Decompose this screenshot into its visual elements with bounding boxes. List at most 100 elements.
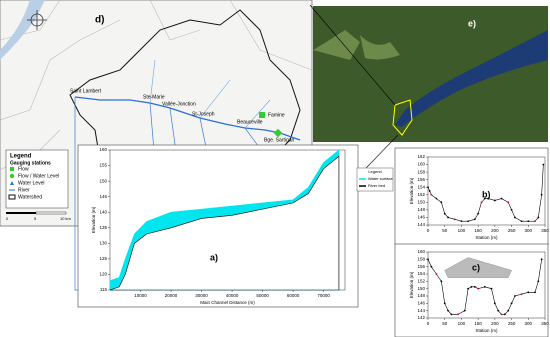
legend-item: Watershed: [18, 194, 42, 200]
plot-area: [427, 251, 546, 319]
survey-point: [477, 287, 480, 290]
y-tick-label: 145: [99, 194, 107, 199]
x-tick-label: 60000: [287, 293, 300, 298]
tributaries: [149, 59, 271, 129]
survey-point: [443, 302, 446, 305]
legend-subtitle: Gauging stations: [10, 160, 51, 166]
survey-point: [493, 302, 496, 305]
watershed-outline: [392, 99, 413, 136]
scale-label: 5: [34, 216, 37, 221]
place: Ste-Marie: [143, 94, 165, 100]
legend-item: River: [18, 187, 30, 193]
survey-point: [537, 280, 540, 283]
survey-point: [497, 309, 500, 312]
survey-point: [493, 199, 496, 202]
survey-point: [443, 212, 446, 215]
survey-point: [460, 220, 463, 223]
survey-point: [527, 220, 530, 223]
plot-area: [427, 156, 546, 226]
y-tick-label: 156: [417, 264, 425, 269]
satellite-image: [313, 6, 548, 142]
x-tick-label: 250: [508, 228, 516, 233]
survey-point: [534, 291, 536, 294]
survey-point: [477, 212, 480, 215]
legend-item: Flow / Water Level: [18, 173, 59, 179]
compass: [27, 10, 47, 30]
y-tick-label: 115: [100, 287, 108, 292]
survey-point: [467, 287, 470, 290]
survey-point: [527, 291, 530, 294]
survey-point: [540, 258, 543, 261]
x-tick-label: 150: [474, 321, 482, 326]
x-tick-label: 300: [525, 321, 533, 326]
x-tick-label: 20000: [165, 293, 178, 298]
map-legend: Legend Gauging stations Flow Flow / Wate…: [5, 149, 69, 209]
survey-point: [430, 265, 433, 268]
x-tick-label: 350: [541, 321, 549, 326]
survey-point: [427, 258, 429, 261]
x-tick-label: 250: [508, 321, 516, 326]
survey-point: [540, 193, 543, 196]
x-tick-label: 10000: [134, 293, 147, 298]
y-tick-label: 156: [417, 177, 425, 182]
bridge-deck: [444, 257, 512, 278]
famine-station: [259, 112, 265, 118]
y-tick-label: 158: [417, 257, 425, 262]
x-tick-label: 30000: [195, 293, 208, 298]
survey-point: [430, 193, 433, 196]
legend-label: River bed: [368, 183, 385, 188]
survey-point: [520, 293, 523, 296]
survey-point: [487, 197, 490, 200]
scale-label: 0: [6, 216, 9, 221]
place: Famine: [268, 112, 285, 118]
y-tick-label: 146: [417, 301, 425, 306]
x-tick-label: 200: [491, 321, 499, 326]
cross-section: [427, 164, 544, 222]
y-tick-label: 130: [99, 241, 107, 246]
survey-point: [435, 197, 438, 200]
panel-label: a): [210, 252, 218, 262]
panel-label: c): [472, 262, 480, 272]
place: Saint Lambert: [70, 88, 102, 94]
survey-point: [500, 313, 503, 316]
survey-point: [514, 295, 516, 297]
panel-label: b): [482, 189, 491, 199]
x-axis-title: Station (m): [475, 328, 498, 333]
survey-point: [463, 309, 466, 312]
y-tick-label: 158: [417, 169, 425, 174]
survey-point: [510, 302, 513, 305]
y-tick-label: 160: [99, 147, 107, 152]
x-tick-label: 100: [458, 321, 466, 326]
y-axis-title: Elevation (m): [91, 206, 96, 233]
survey-point: [473, 285, 476, 288]
survey-point: [473, 218, 476, 221]
legend-item: Flow: [18, 166, 29, 172]
scale-label: 10 km: [60, 216, 72, 221]
survey-point: [500, 197, 503, 200]
x-tick-label: 100: [458, 228, 466, 233]
survey-point: [428, 190, 431, 192]
y-tick-label: 154: [417, 184, 425, 189]
place: Vallée-Jonction: [162, 101, 196, 107]
survey-point: [435, 273, 438, 275]
y-tick-label: 146: [417, 215, 425, 220]
survey-point: [514, 216, 516, 219]
x-tick-label: 50: [442, 321, 448, 326]
river-bed: [109, 155, 340, 291]
y-tick-label: 160: [417, 249, 425, 254]
survey-point: [483, 197, 486, 200]
survey-point: [447, 309, 449, 312]
survey-point: [507, 309, 510, 312]
scale-bar: 0 5 10 km: [6, 211, 72, 221]
place: Beauceville: [237, 119, 263, 125]
y-tick-label: 140: [99, 209, 107, 214]
y-tick-label: 152: [417, 279, 425, 284]
survey-point: [447, 216, 449, 219]
survey-point: [520, 220, 523, 223]
survey-point: [467, 220, 470, 223]
y-tick-label: 135: [99, 225, 107, 230]
panel-label: d): [95, 15, 104, 26]
survey-point: [542, 163, 545, 166]
survey-point: [440, 201, 443, 204]
